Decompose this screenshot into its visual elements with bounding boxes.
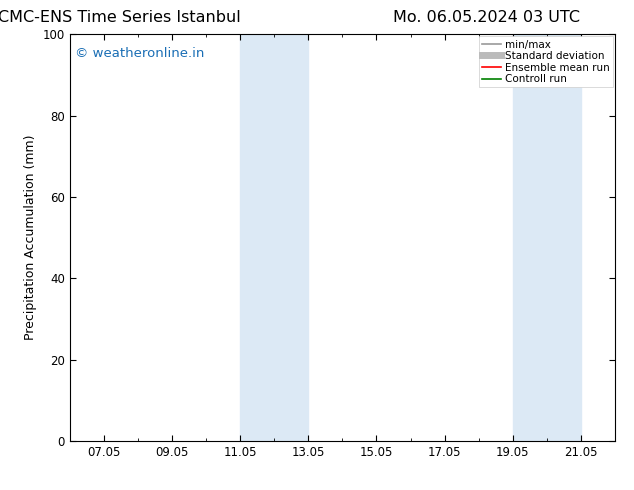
Y-axis label: Precipitation Accumulation (mm): Precipitation Accumulation (mm) bbox=[24, 135, 37, 341]
Bar bbox=[240, 34, 308, 441]
Text: © weatheronline.in: © weatheronline.in bbox=[75, 47, 205, 59]
Text: CMC-ENS Time Series Istanbul: CMC-ENS Time Series Istanbul bbox=[0, 10, 241, 25]
Text: Mo. 06.05.2024 03 UTC: Mo. 06.05.2024 03 UTC bbox=[393, 10, 580, 25]
Legend: min/max, Standard deviation, Ensemble mean run, Controll run: min/max, Standard deviation, Ensemble me… bbox=[479, 36, 613, 87]
Bar bbox=[513, 34, 581, 441]
